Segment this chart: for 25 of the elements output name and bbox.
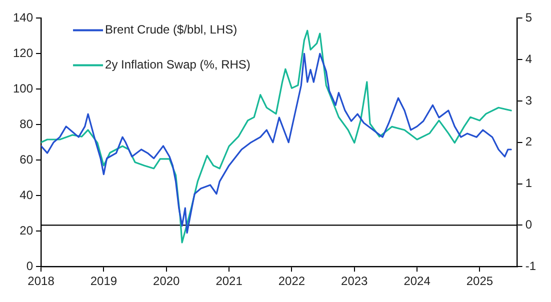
x-tick-label: 2023	[341, 274, 368, 288]
y-tick-label: 120	[12, 46, 34, 60]
y2-tick-label: 1	[525, 176, 532, 190]
x-tick-label: 2020	[153, 274, 180, 288]
y2-tick-label: 3	[525, 93, 532, 108]
y2-tick-label: 2	[525, 134, 532, 149]
y-tick-label: 60	[20, 152, 34, 166]
x-tick-label: 2024	[404, 274, 431, 288]
y2-tick-label: 5	[525, 10, 532, 25]
y-tick-label: 100	[12, 81, 34, 96]
y2-tick-label: 0	[525, 218, 532, 232]
x-tick-label: 2022	[278, 274, 306, 288]
x-tick-label: 2021	[216, 274, 243, 288]
legend-label: 2y Inflation Swap (%, RHS)	[105, 58, 250, 72]
y2-tick-label: -1	[525, 258, 536, 273]
legend-label: Brent Crude ($/bbl, LHS)	[105, 22, 238, 37]
x-tick-label: 2019	[90, 274, 118, 288]
y-tick-label: 0	[26, 258, 34, 273]
y-tick-label: 20	[20, 223, 34, 238]
y-tick-label: 140	[12, 10, 34, 25]
y-tick-label: 40	[20, 188, 34, 202]
y-tick-label: 80	[20, 116, 34, 131]
y2-tick-label: 4	[525, 52, 532, 66]
x-tick-label: 2025	[466, 274, 494, 288]
x-tick-label: 2018	[28, 274, 55, 288]
